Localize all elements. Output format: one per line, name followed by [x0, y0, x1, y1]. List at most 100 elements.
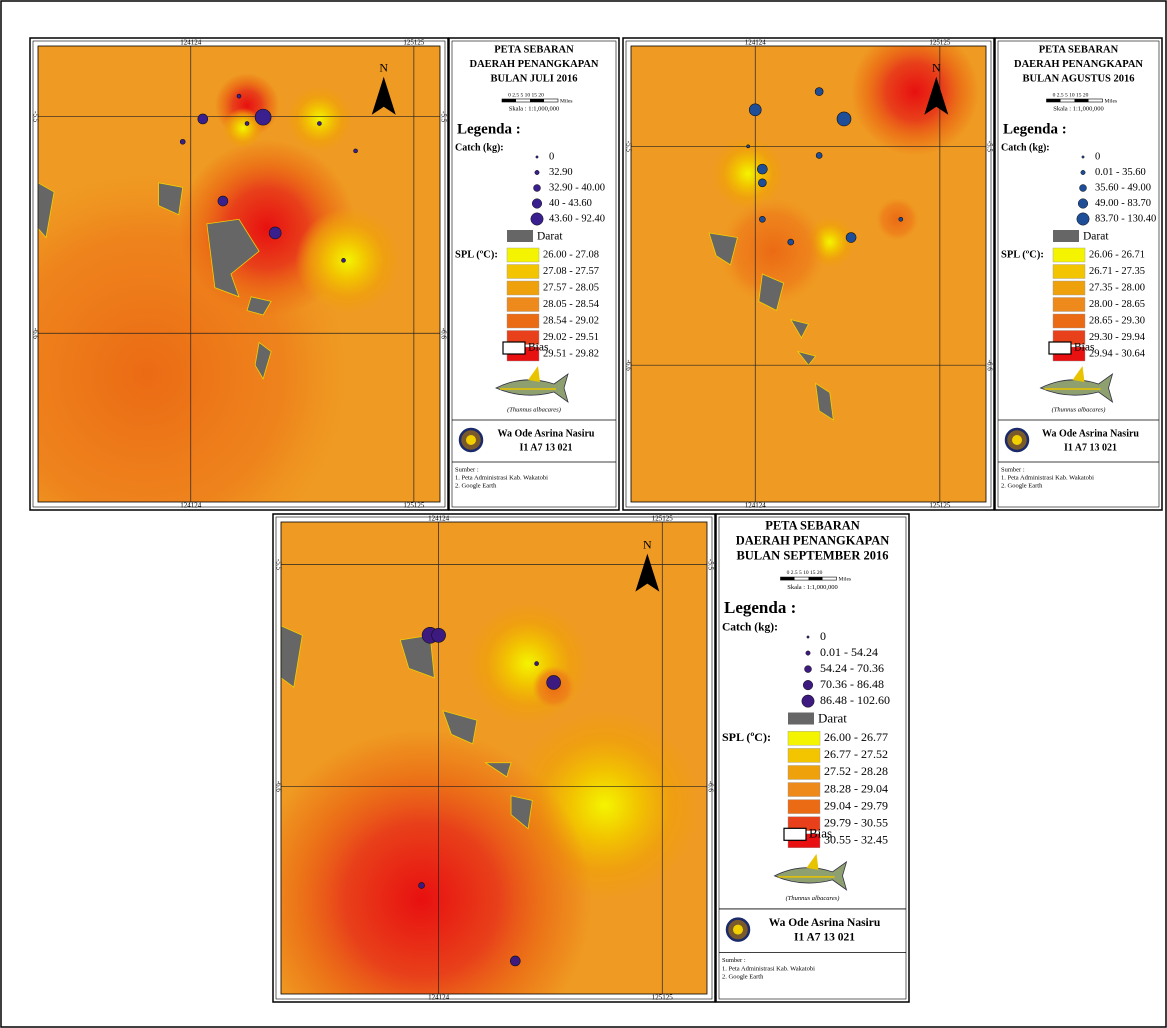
y-coord-label: -5.5	[624, 141, 632, 153]
temperature-zone	[287, 87, 351, 151]
bias-label: Bias	[1074, 342, 1095, 354]
scale-unit: Miles	[839, 576, 852, 582]
legend-title: DAERAH PENANGKAPAN	[736, 533, 890, 547]
catch-symbol	[535, 170, 539, 174]
catch-point	[245, 122, 249, 126]
y-coord-label: -6.6	[31, 328, 39, 340]
logo-inner	[1012, 435, 1022, 445]
spl-class: 28.65 - 29.30	[1089, 315, 1145, 326]
x-coord-label: 124124	[745, 39, 767, 47]
spl-class: 27.57 - 28.05	[543, 282, 599, 293]
logo-inner	[466, 435, 476, 445]
scale-text: Skala : 1:1,000,000	[787, 584, 838, 591]
y-coord-label: -6.6	[706, 781, 714, 793]
y-coord-label: -6.6	[439, 328, 447, 340]
x-coord-label: 124124	[180, 502, 202, 510]
logo-inner	[733, 925, 743, 935]
spl-swatch	[1053, 281, 1085, 295]
spl-swatch	[507, 265, 539, 279]
catch-symbol	[805, 666, 812, 673]
catch-symbol	[1081, 170, 1085, 174]
catch-class: 0	[1095, 151, 1100, 162]
sources-heading: Sumber :	[722, 957, 746, 964]
map-body	[0, 46, 440, 575]
catch-point	[354, 149, 358, 153]
catch-point	[899, 217, 903, 221]
spl-class: 26.00 - 27.08	[543, 249, 599, 260]
catch-class: 40 - 43.60	[549, 198, 592, 209]
catch-point	[757, 164, 767, 174]
catch-point	[432, 628, 446, 642]
catch-point	[758, 179, 766, 187]
catch-symbol	[1082, 156, 1084, 158]
y-coord-label: -5.5	[31, 111, 39, 123]
catch-class: 35.60 - 49.00	[1095, 182, 1151, 193]
bias-symbol	[784, 828, 806, 840]
spl-class: 26.71 - 27.35	[1089, 266, 1145, 277]
spl-swatch	[1053, 265, 1085, 279]
catch-class: 0	[549, 151, 554, 162]
scale-unit: Miles	[560, 98, 573, 104]
legend-title: PETA SEBARAN	[1039, 44, 1119, 55]
species-label: (Thunnus albacares)	[786, 895, 840, 902]
x-coord-label: 124124	[180, 39, 202, 47]
spl-class: 26.77 - 27.52	[824, 747, 888, 761]
author-id: I1 A7 13 021	[519, 442, 572, 453]
catch-symbol	[1078, 199, 1088, 209]
catch-point	[547, 675, 561, 689]
catch-point	[237, 94, 241, 98]
spl-class: 28.28 - 29.04	[824, 781, 888, 795]
catch-label: Catch (kg):	[1001, 142, 1050, 153]
spl-swatch	[1053, 314, 1085, 328]
catch-symbol	[1077, 213, 1089, 225]
y-coord-label: -5.5	[439, 111, 447, 123]
spl-swatch	[788, 765, 820, 779]
catch-point	[788, 239, 794, 245]
land-label: Darat	[1083, 231, 1109, 243]
north-label: N	[379, 61, 388, 75]
source-item: 2. Google Earth	[1001, 482, 1043, 489]
author-id: I1 A7 13 021	[794, 932, 855, 944]
catch-point	[510, 956, 520, 966]
legend-title: PETA SEBARAN	[494, 44, 574, 55]
source-item: 1. Peta Administrasi Kab. Wakatobi	[455, 474, 548, 481]
catch-point	[759, 216, 765, 222]
author-id: I1 A7 13 021	[1064, 442, 1117, 453]
catch-class: 70.36 - 86.48	[820, 677, 884, 691]
catch-point	[535, 662, 539, 666]
catch-point	[198, 114, 208, 124]
spl-class: 26.00 - 26.77	[824, 730, 888, 744]
land-symbol	[788, 713, 814, 725]
scale-bar-fill	[1047, 99, 1061, 102]
author-name: Wa Ode Asrina Nasiru	[498, 428, 595, 439]
land-symbol	[507, 230, 533, 242]
x-coord-label: 124124	[428, 994, 450, 1002]
spl-swatch	[788, 800, 820, 814]
spl-class: 27.52 - 28.28	[824, 764, 888, 778]
spl-swatch	[507, 248, 539, 262]
catch-class: 49.00 - 83.70	[1095, 198, 1151, 209]
spl-class: 28.00 - 28.65	[1089, 299, 1145, 310]
sources-heading: Sumber :	[455, 466, 479, 473]
bias-label: Bias	[809, 825, 832, 840]
catch-point	[837, 112, 851, 126]
x-coord-label: 124124	[428, 515, 450, 523]
scale-bar-fill	[502, 99, 516, 102]
catch-symbol	[531, 213, 543, 225]
spl-class: 27.35 - 28.00	[1089, 282, 1145, 293]
legend-heading: Legenda :	[1003, 121, 1067, 137]
legend-title: PETA SEBARAN	[765, 518, 860, 532]
catch-symbol	[536, 156, 538, 158]
catch-symbol	[806, 651, 810, 655]
catch-point	[269, 227, 281, 239]
spl-class: 29.04 - 29.79	[824, 798, 888, 812]
scale-bar-fill	[1075, 99, 1089, 102]
x-coord-label: 125125	[652, 994, 674, 1002]
spl-class: 26.06 - 26.71	[1089, 249, 1145, 260]
legend-heading: Legenda :	[724, 598, 796, 617]
spl-class: 29.02 - 29.51	[543, 332, 599, 343]
source-item: 2. Google Earth	[455, 482, 497, 489]
scale-text: Skala : 1:1,000,000	[509, 105, 560, 112]
land-label: Darat	[537, 231, 563, 243]
y-coord-label: -5.5	[706, 559, 714, 571]
